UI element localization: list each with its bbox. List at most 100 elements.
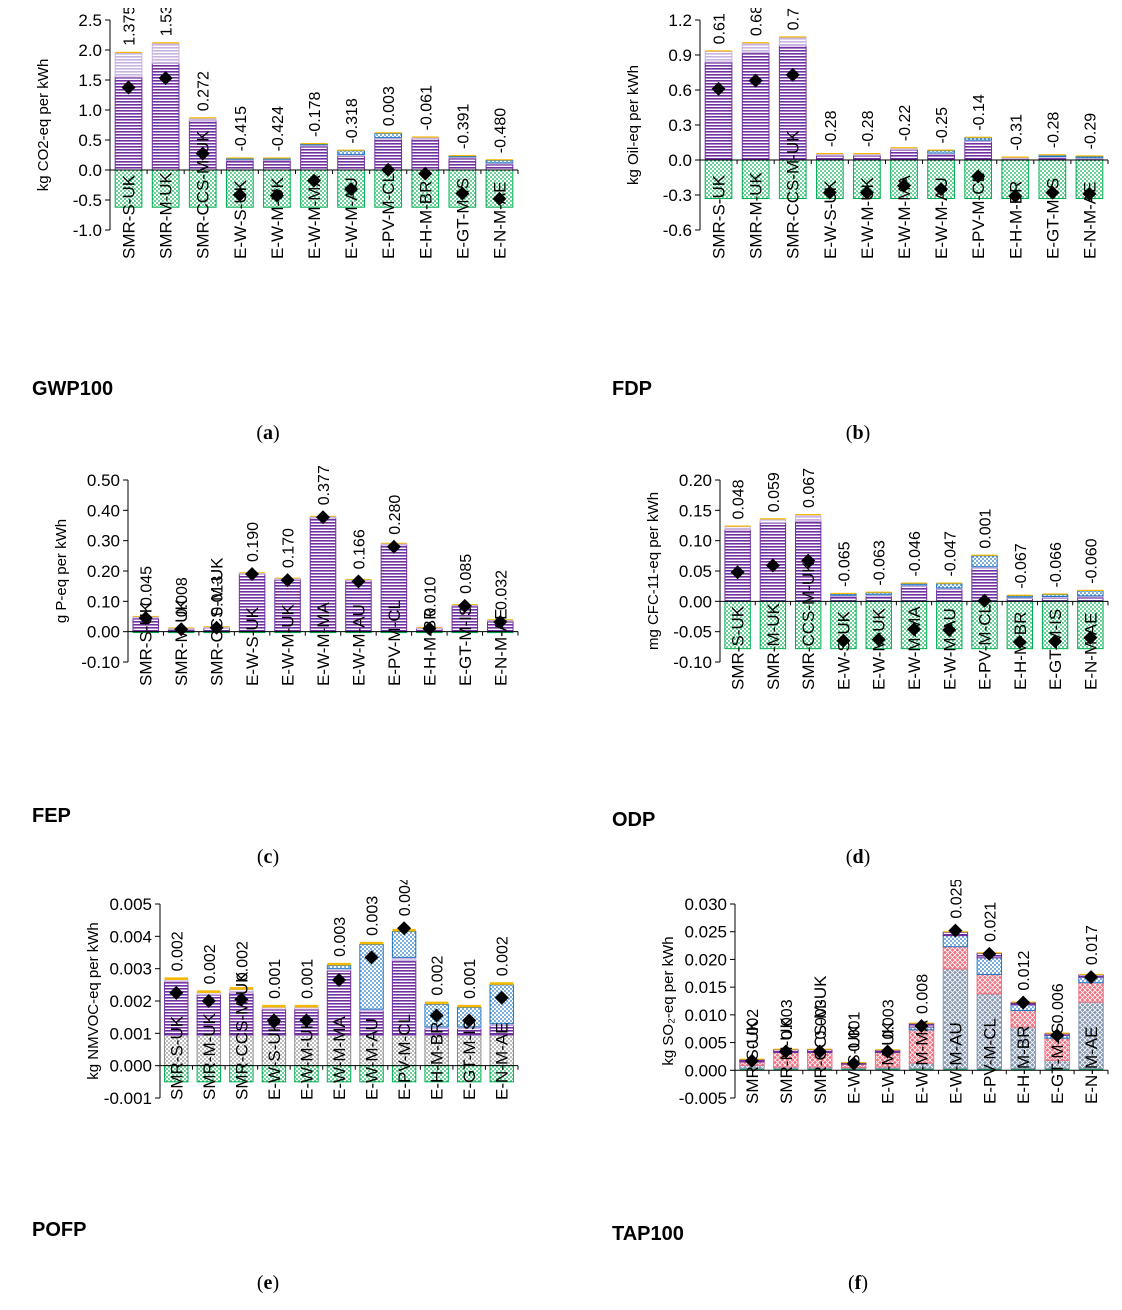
net-marker-E-PV-M-CL xyxy=(977,593,992,608)
bar-segment-E-W-M-AU-series-0 xyxy=(927,153,955,161)
y-tick-label: 0.005 xyxy=(684,1034,727,1053)
net-value-label-E-N-M-AE: 0.017 xyxy=(1084,925,1101,965)
x-category-label-E-W-M-AU: E-W-M-AU xyxy=(940,608,959,690)
y-tick-label: 0.000 xyxy=(684,1061,727,1080)
net-marker-E-W-M-AU xyxy=(351,574,366,589)
net-marker-E-PV-M-CL xyxy=(386,539,401,554)
x-category-label-E-H-M-BR: E-H-M-BR xyxy=(420,608,439,686)
x-category-label-E-W-M-MA: E-W-M-MA xyxy=(913,1020,932,1104)
x-category-label-E-N-M-AE: E-N-M-AE xyxy=(490,182,509,259)
x-category-label-E-PV-M-CL: E-PV-M-CL xyxy=(385,600,404,686)
chart-panel-b: 1.2 0.9 0.6 0.3 0.0 -0.3 -0.6 kg Oil-eq per kWh… xyxy=(610,8,1120,403)
y-tick-label: 0.020 xyxy=(684,950,727,969)
bar-segment-E-W-M-AU-series-0 xyxy=(943,1068,968,1071)
net-value-label-E-GT-M-IS: -0.066 xyxy=(1048,542,1065,587)
y-tick-label: -1.0 xyxy=(73,221,102,240)
net-marker-E-W-M-AU xyxy=(948,923,963,938)
panel-indicator-label: FEP xyxy=(32,805,71,827)
net-marker-E-W-S-UK xyxy=(822,185,837,200)
y-tick-label: 0.9 xyxy=(668,46,692,65)
bar-segment-E-GT-M-IS-series-0 xyxy=(1041,597,1069,602)
net-value-label-SMR-CCS-M-UK: 0.013 xyxy=(210,576,227,616)
x-category-label-E-H-M-BR: E-H-M-BR xyxy=(416,181,435,259)
bar-segment-E-W-M-UK-series-3 xyxy=(853,153,881,155)
bar-segment-E-W-M-MA-series-4 xyxy=(327,962,351,966)
net-value-label-E-H-M-BR: -0.31 xyxy=(1008,114,1025,151)
net-value-label-E-W-M-AU: 0.025 xyxy=(948,880,965,919)
bar-segment-E-N-M-AE-series-2 xyxy=(1078,982,1104,1003)
bar-segment-E-PV-M-CL-series-3 xyxy=(971,554,998,556)
bar-segment-E-W-M-AU-series-2 xyxy=(927,150,955,154)
bar-segment-SMR-S-UK-series-1 xyxy=(114,52,143,78)
bar-segment-E-H-M-BR-series-1 xyxy=(1001,157,1030,160)
net-value-label-SMR-CCS-M-UK: 0.002 xyxy=(234,941,251,981)
bar-segment-SMR-S-UK-series-4 xyxy=(724,600,751,650)
y-tick-label: 0.00 xyxy=(87,623,120,642)
net-value-label-E-N-M-AE: 0.032 xyxy=(493,570,510,610)
bar-segment-E-H-M-BR-series-4 xyxy=(411,169,440,208)
y-tick-label: 0.003 xyxy=(109,960,152,979)
net-marker-E-N-M-AE xyxy=(493,614,508,629)
bar-segment-SMR-CCS-M-UK-series-4 xyxy=(188,169,217,208)
bar-segment-E-W-M-UK-series-3 xyxy=(866,591,892,593)
net-marker-E-W-M-MA xyxy=(907,622,921,637)
net-marker-E-GT-M-IS xyxy=(455,186,470,201)
net-marker-E-GT-M-IS xyxy=(1048,634,1063,649)
net-value-label-E-H-M-BR: -0.067 xyxy=(1013,543,1030,588)
bar-segment-SMR-M-UK-series-1 xyxy=(151,42,180,64)
x-category-label-SMR-M-UK: SMR-M-UK xyxy=(764,602,783,690)
bar-segment-SMR-CCS-M-UK-series-4 xyxy=(229,987,254,990)
net-marker-E-H-M-BR xyxy=(429,1008,444,1023)
bar-segment-E-GT-M-IS-series-0 xyxy=(448,157,477,171)
bar-segment-E-W-M-MA-series-2 xyxy=(900,583,928,586)
caption-a: (a) xyxy=(256,422,280,444)
bar-segment-SMR-S-UK-series-3 xyxy=(115,51,142,53)
chart-a-svg: 2.5 2.0 1.5 1.0 0.5 0.0 -0.5 -1.0 kg CO2-eq per … xyxy=(32,8,519,400)
bar-segment-SMR-S-UK-series-2 xyxy=(164,979,189,983)
x-category-label-E-W-M-AU: E-W-M-AU xyxy=(363,1018,382,1100)
net-value-label-E-N-M-AE: -0.060 xyxy=(1083,538,1100,583)
net-value-label-E-PV-M-CL: 0.021 xyxy=(982,902,999,942)
net-value-label-E-W-S-UK: 0.001 xyxy=(847,1011,864,1051)
x-category-label-E-GT-M-IS: E-GT-M-IS xyxy=(1043,178,1062,259)
y-tick-label: -0.05 xyxy=(673,623,712,642)
net-value-label-E-PV-M-CL: -0.14 xyxy=(971,94,988,131)
net-value-label-E-W-S-UK: 0.001 xyxy=(267,959,284,999)
bar-segment-SMR-S-UK-series-4 xyxy=(704,159,733,199)
y-axis-title: kg CO2-eq per kWh xyxy=(35,59,52,192)
y-tick-label: 0.10 xyxy=(87,592,120,611)
net-marker-E-W-S-UK xyxy=(266,1013,281,1028)
y-tick-label: 0.3 xyxy=(668,116,692,135)
bar-segment-SMR-S-UK-series-3 xyxy=(724,525,751,527)
net-marker-E-N-M-AE xyxy=(1084,970,1099,985)
bar-segment-E-N-M-AE-series-2 xyxy=(1075,156,1104,159)
net-marker-SMR-CCS-M-UK xyxy=(812,1044,827,1059)
net-marker-E-W-S-UK xyxy=(245,567,260,582)
y-tick-label: 0.10 xyxy=(679,532,712,551)
panel-indicator-label: TAP100 xyxy=(612,1223,684,1245)
bar-segment-E-W-S-UK-series-4 xyxy=(262,1004,286,1008)
y-tick-label: 0.15 xyxy=(679,501,712,520)
bar-segment-E-PV-M-CL-series-2 xyxy=(964,137,993,141)
x-category-label-E-W-M-UK: E-W-M-UK xyxy=(279,604,298,686)
x-category-label-E-PV-M-CL: E-PV-M-CL xyxy=(395,1014,414,1100)
net-value-label-SMR-S-UK: 0.002 xyxy=(745,1009,762,1049)
bar-segment-E-GT-M-IS-series-3 xyxy=(449,155,476,157)
y-tick-label: 0.20 xyxy=(87,562,120,581)
bar-segment-SMR-CCS-M-UK-series-3 xyxy=(189,117,217,119)
x-category-label-E-GT-M-IS: E-GT-M-IS xyxy=(1048,1023,1067,1104)
x-category-label-E-N-M-AE: E-N-M-AE xyxy=(491,609,510,686)
panel-indicator-label: GWP100 xyxy=(32,378,113,400)
x-category-label-E-N-M-AE: E-N-M-AE xyxy=(1081,613,1100,690)
bar-segment-SMR-CCS-M-UK-series-0 xyxy=(807,1068,832,1071)
net-marker-SMR-CCS-M-UK xyxy=(801,553,816,568)
x-category-label-E-PV-M-CL: E-PV-M-CL xyxy=(969,173,988,259)
net-value-label-E-PV-M-CL: 0.001 xyxy=(978,508,995,548)
bar-segment-E-N-M-AE-series-3 xyxy=(1077,589,1104,592)
bar-segment-E-W-M-MA-series-3 xyxy=(901,582,927,584)
net-marker-E-W-M-MA xyxy=(914,1018,929,1033)
net-marker-SMR-S-UK xyxy=(121,80,136,95)
bar-segment-E-W-S-UK-series-2 xyxy=(261,1006,287,1010)
y-tick-label: -0.6 xyxy=(663,221,692,240)
bar-segment-E-W-M-MA-series-0 xyxy=(300,145,328,171)
